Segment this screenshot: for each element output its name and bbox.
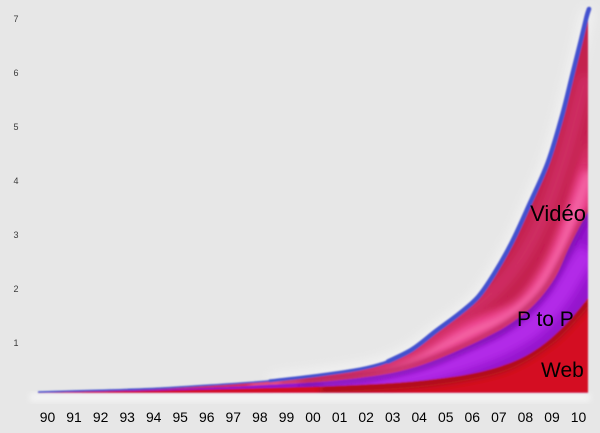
svg-text:3: 3 — [13, 230, 18, 240]
svg-text:99: 99 — [279, 409, 295, 425]
svg-text:05: 05 — [438, 409, 454, 425]
svg-text:7: 7 — [13, 14, 18, 24]
svg-text:10: 10 — [571, 409, 587, 425]
svg-text:5: 5 — [13, 122, 18, 132]
svg-text:92: 92 — [93, 409, 109, 425]
svg-text:90: 90 — [40, 409, 56, 425]
svg-text:1: 1 — [13, 338, 18, 348]
svg-text:08: 08 — [518, 409, 534, 425]
svg-text:6: 6 — [13, 68, 18, 78]
svg-text:09: 09 — [544, 409, 560, 425]
svg-text:96: 96 — [199, 409, 215, 425]
svg-text:03: 03 — [385, 409, 401, 425]
svg-text:95: 95 — [172, 409, 188, 425]
svg-text:98: 98 — [252, 409, 268, 425]
svg-text:2: 2 — [13, 284, 18, 294]
svg-text:4: 4 — [13, 176, 18, 186]
svg-text:91: 91 — [66, 409, 82, 425]
svg-text:00: 00 — [305, 409, 321, 425]
svg-text:97: 97 — [226, 409, 242, 425]
svg-text:Web: Web — [541, 359, 584, 382]
svg-text:06: 06 — [465, 409, 481, 425]
svg-text:Vidéo: Vidéo — [530, 201, 586, 226]
svg-text:01: 01 — [332, 409, 348, 425]
svg-text:94: 94 — [146, 409, 162, 425]
svg-text:02: 02 — [358, 409, 374, 425]
svg-text:93: 93 — [119, 409, 135, 425]
svg-text:07: 07 — [491, 409, 507, 425]
svg-text:P to P: P to P — [517, 308, 574, 331]
svg-text:04: 04 — [411, 409, 427, 425]
